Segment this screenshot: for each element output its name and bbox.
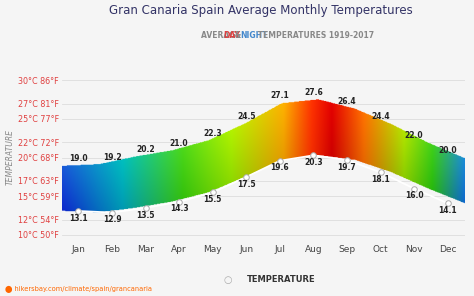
Text: 13.1: 13.1 xyxy=(69,214,88,223)
Text: 20.2: 20.2 xyxy=(136,145,155,154)
Text: DAY: DAY xyxy=(224,31,240,40)
Text: 24.5: 24.5 xyxy=(237,112,255,120)
Text: 20.3: 20.3 xyxy=(304,158,323,167)
Text: 19.0: 19.0 xyxy=(69,154,88,163)
Text: ○: ○ xyxy=(223,275,232,285)
Text: 14.1: 14.1 xyxy=(438,206,457,215)
Text: 27.1: 27.1 xyxy=(271,91,289,100)
Text: 17.5: 17.5 xyxy=(237,180,255,189)
Text: 26.4: 26.4 xyxy=(337,97,356,106)
Text: 22.0: 22.0 xyxy=(405,131,423,140)
Text: 20.0: 20.0 xyxy=(438,146,457,155)
Text: TEMPERATURE: TEMPERATURE xyxy=(246,275,315,284)
Text: 24.4: 24.4 xyxy=(371,112,390,121)
Text: 21.0: 21.0 xyxy=(170,139,189,148)
Text: 27.6: 27.6 xyxy=(304,88,323,96)
Text: NIGHT: NIGHT xyxy=(241,31,268,40)
Y-axis label: TEMPERATURE: TEMPERATURE xyxy=(6,129,15,185)
Text: TEMPERATURES 1919-2017: TEMPERATURES 1919-2017 xyxy=(255,31,374,40)
Text: 16.0: 16.0 xyxy=(405,191,423,200)
Text: Gran Canaria Spain Average Monthly Temperatures: Gran Canaria Spain Average Monthly Tempe… xyxy=(109,4,412,17)
Text: 19.6: 19.6 xyxy=(271,163,289,173)
Text: 13.5: 13.5 xyxy=(137,211,155,220)
Text: ⬤ hikersbay.com/climate/spain/grancanaria: ⬤ hikersbay.com/climate/spain/grancanari… xyxy=(5,286,152,293)
Text: AVERAGE: AVERAGE xyxy=(201,31,243,40)
Text: 19.2: 19.2 xyxy=(103,152,121,162)
Text: 14.3: 14.3 xyxy=(170,205,189,213)
Text: &: & xyxy=(232,31,244,40)
Text: 12.9: 12.9 xyxy=(103,215,121,224)
Text: 18.1: 18.1 xyxy=(371,175,390,184)
Text: 19.7: 19.7 xyxy=(337,163,356,172)
Text: 22.3: 22.3 xyxy=(203,128,222,138)
Text: 15.5: 15.5 xyxy=(203,195,222,204)
